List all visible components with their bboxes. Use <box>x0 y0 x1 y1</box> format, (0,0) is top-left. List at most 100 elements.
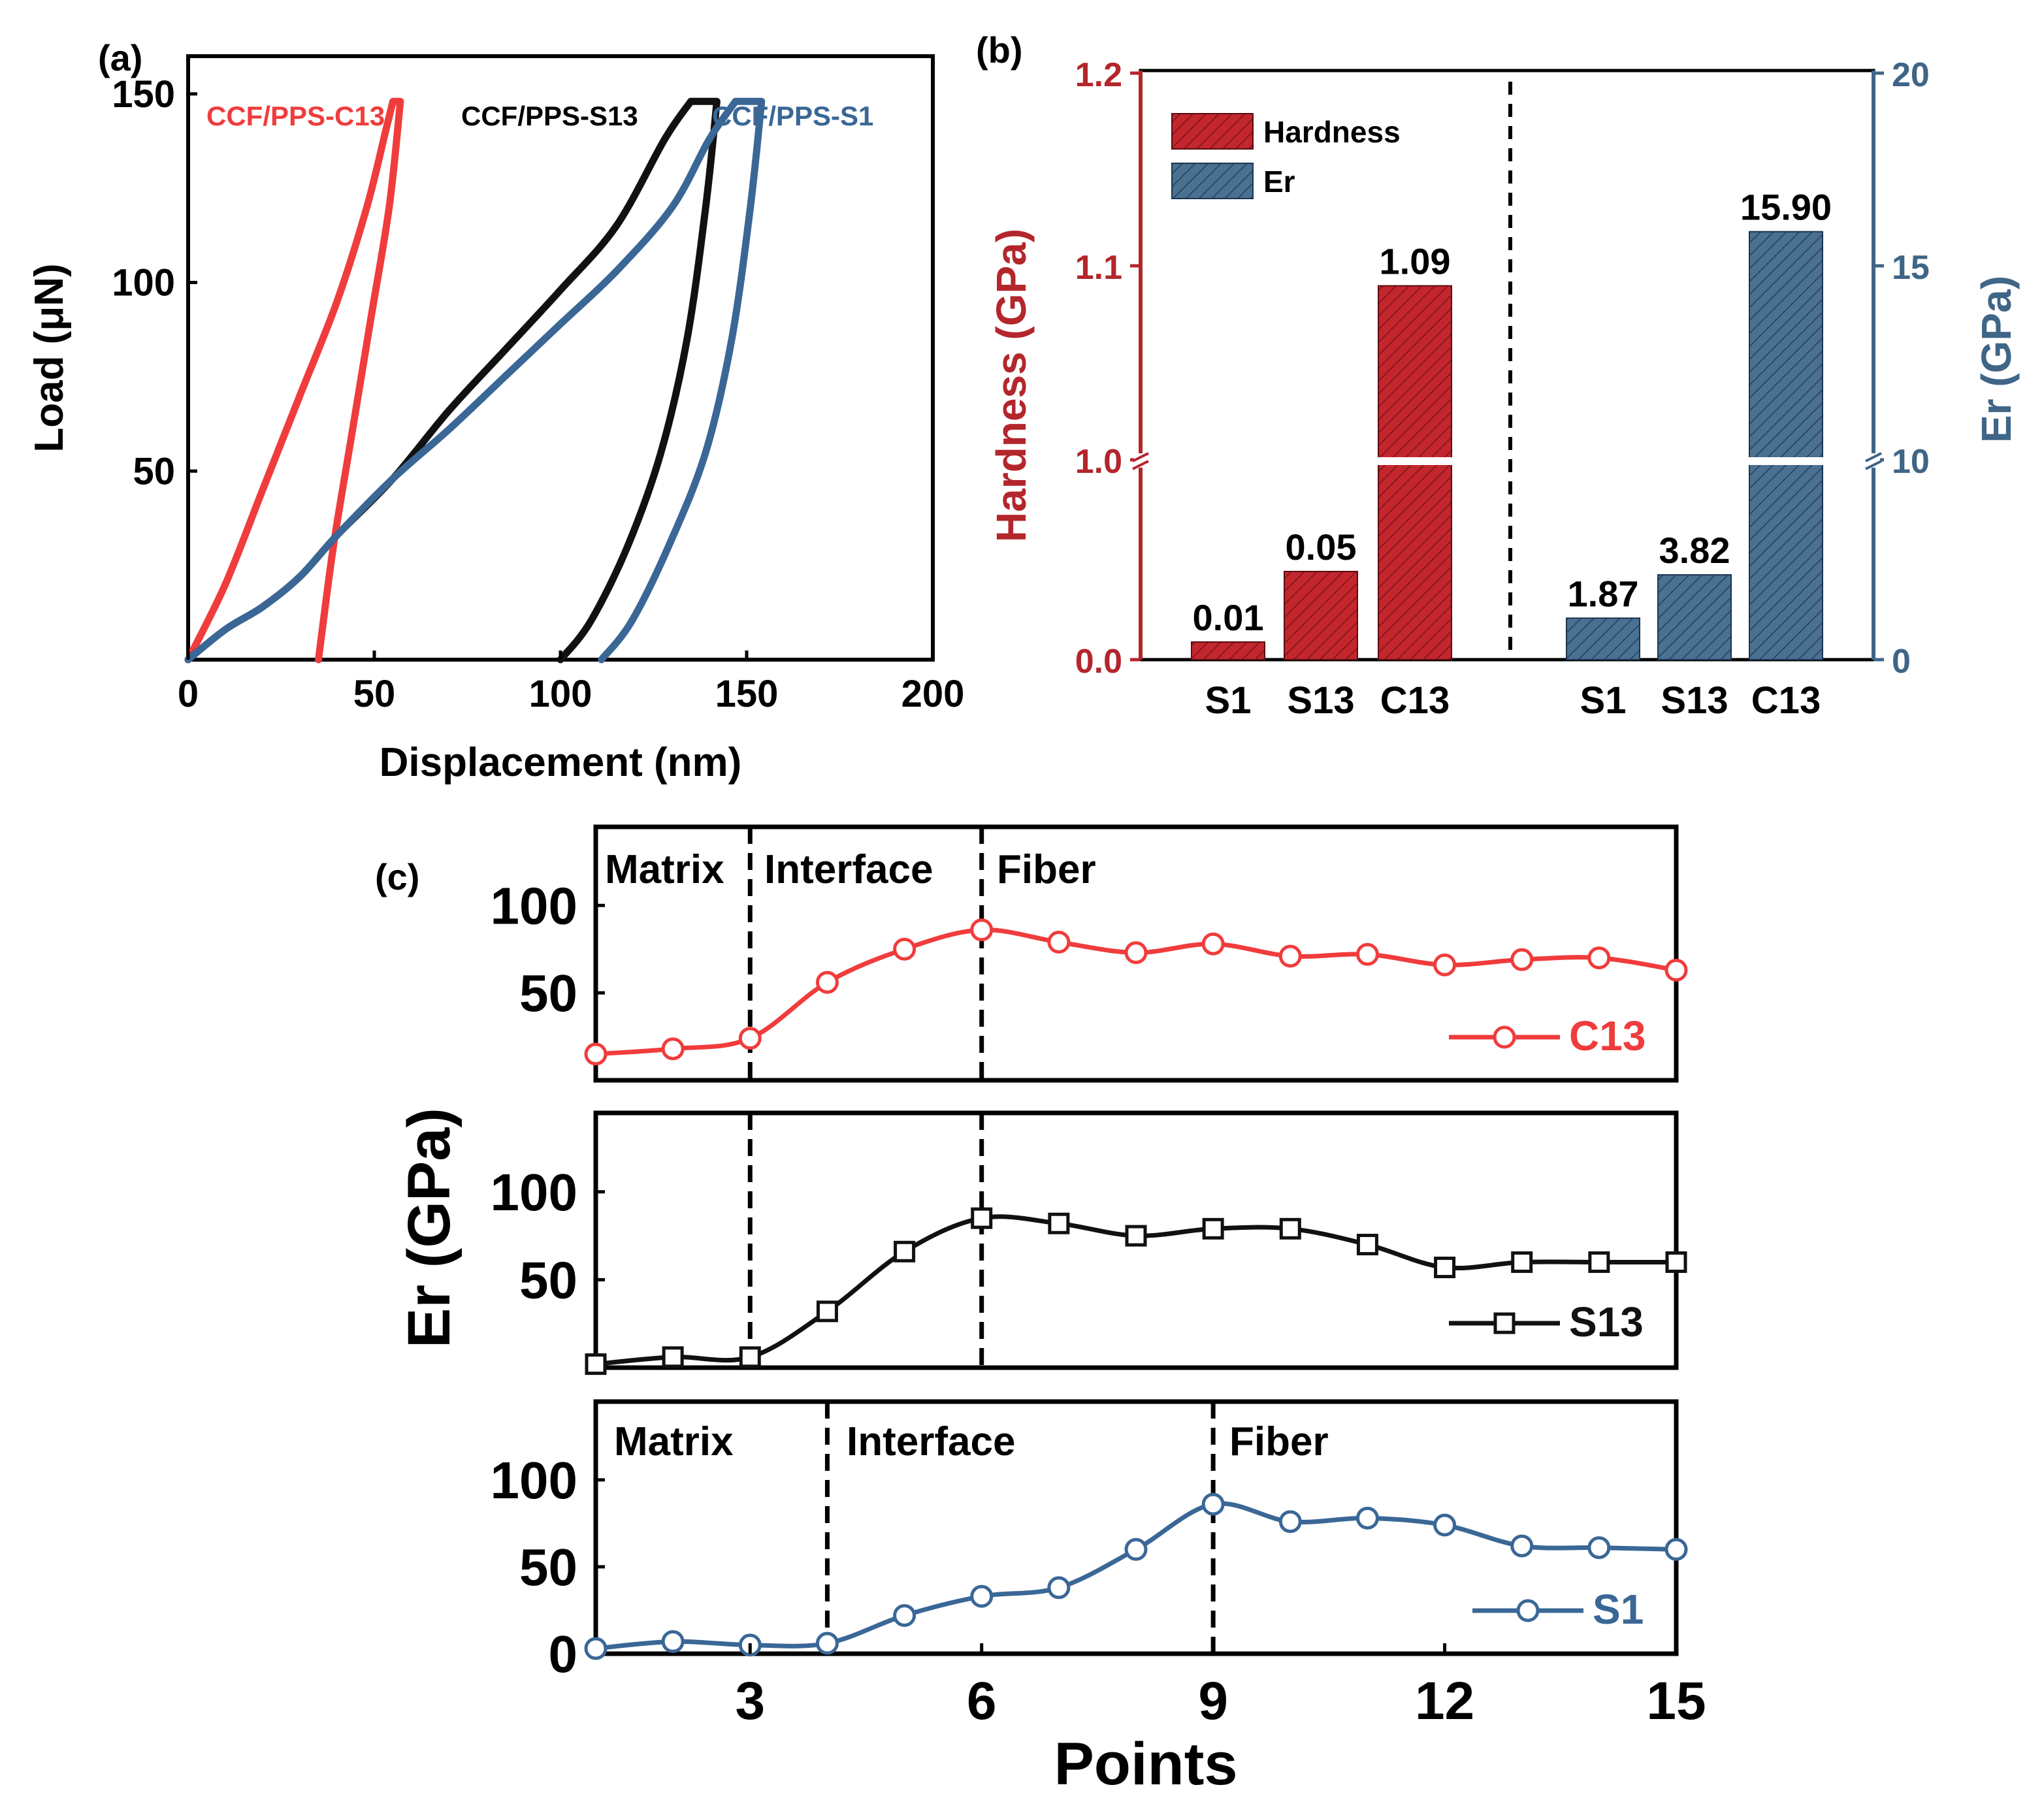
data-point <box>1202 1217 1224 1240</box>
panel-b-ylabel-left: Hardness (GPa) <box>988 229 1035 542</box>
panel-a-xlabel: Displacement (nm) <box>380 740 742 785</box>
series-line-s1 <box>595 1501 1677 1651</box>
bar-value-label: 3.82 <box>1659 530 1730 571</box>
subplot-c13: 50 100 Matrix Interface Fiber C13 <box>491 824 1688 1083</box>
panel-a-label: (a) <box>98 37 142 78</box>
bar-er-s1 <box>1566 617 1640 660</box>
left-tick-3: 1.2 <box>1075 56 1122 94</box>
bar-value-label: 1.09 <box>1380 241 1451 282</box>
data-point <box>1510 1534 1534 1558</box>
bar-value-label: 1.87 <box>1568 573 1639 614</box>
panel-b-label: (b) <box>976 29 1023 71</box>
curve-a-unloading-1 <box>557 97 721 664</box>
data-point <box>1664 958 1688 982</box>
region-label-fiber: Fiber <box>997 847 1096 892</box>
right-axis-ticks: 0 10 15 20 <box>1865 56 1930 681</box>
bar-hardness-s13 <box>1284 571 1358 660</box>
c-ytick-label: 100 <box>491 876 577 935</box>
c-xtick-label: 15 <box>1646 1671 1706 1731</box>
category-hardness-s1: S1 <box>1205 679 1252 722</box>
data-point <box>970 918 994 942</box>
data-point <box>1279 1217 1301 1240</box>
category-hardness-s13: S13 <box>1287 679 1354 722</box>
category-er-s1: S1 <box>1580 679 1627 722</box>
subplot-s1: 0 50 100 Matrix Interface Fiber S1 3 6 9 12 15 <box>491 1399 1706 1731</box>
data-point <box>739 1346 761 1368</box>
a-xtick-label: 200 <box>901 673 965 715</box>
data-point <box>1201 1492 1225 1516</box>
panel-a-ticks: 0 50 100 150 200 50 100 150 <box>112 73 964 715</box>
legend-marker <box>1493 1025 1516 1049</box>
left-tick-0: 0.0 <box>1075 643 1122 681</box>
panel-c-label: (c) <box>375 856 419 897</box>
legend-a-s1: CCF/PPS-S1 <box>712 101 873 131</box>
data-point <box>1278 1510 1302 1534</box>
data-point <box>1125 1225 1147 1247</box>
subplot-frame <box>593 1399 1679 1656</box>
legend-label-hardness: Hardness <box>1263 115 1401 149</box>
data-point <box>661 1630 685 1653</box>
right-tick-3: 20 <box>1892 56 1930 94</box>
panel-b-bars: 0.01 0.05 1.09 1.87 3.82 15.90 <box>1191 187 1832 661</box>
c-ytick-label: 0 <box>549 1625 578 1683</box>
curve-a-unloading-2 <box>598 97 766 664</box>
curve-a-loading-0 <box>184 97 397 664</box>
legend-marker <box>1493 1312 1516 1334</box>
data-point <box>584 1042 608 1066</box>
right-tick-0: 0 <box>1892 643 1911 681</box>
data-point <box>1356 1234 1378 1256</box>
c-xtick-label: 9 <box>1198 1671 1228 1731</box>
data-point <box>1588 1251 1610 1273</box>
panel-a-frame <box>186 54 935 662</box>
panel-a-curves <box>184 97 766 664</box>
curve-a-loading-2 <box>184 97 739 664</box>
region-label-interface: Interface <box>764 847 933 892</box>
subplot-frame <box>593 824 1679 1083</box>
bar-break-gap <box>1377 457 1453 465</box>
legend-label-c13: C13 <box>1569 1012 1646 1059</box>
panel-a-ylabel: Load (μN) <box>27 263 72 452</box>
a-ytick-label: 150 <box>112 73 175 116</box>
data-point <box>1433 953 1457 976</box>
data-point <box>894 1240 916 1262</box>
data-point <box>584 1637 608 1660</box>
data-point <box>1511 1251 1533 1273</box>
legend-a-c13: CCF/PPS-C13 <box>206 101 385 131</box>
data-point <box>1355 942 1379 966</box>
panel-c-xlabel: Points <box>1054 1731 1237 1797</box>
data-point <box>662 1346 684 1368</box>
a-xtick-label: 150 <box>715 673 779 715</box>
data-point <box>970 1584 994 1608</box>
legend-label-s1: S1 <box>1593 1586 1644 1633</box>
region-label-matrix: Matrix <box>605 847 724 892</box>
c-xtick-label: 6 <box>967 1671 997 1731</box>
category-er-c13: C13 <box>1751 679 1821 722</box>
data-point <box>1124 1537 1148 1561</box>
category-hardness-c13: C13 <box>1380 679 1450 722</box>
c-ytick-label: 50 <box>519 964 577 1022</box>
a-ytick-label: 50 <box>133 450 175 492</box>
data-point <box>1355 1506 1379 1530</box>
legend-label-er: Er <box>1263 165 1295 199</box>
data-point <box>1665 1251 1687 1273</box>
bar-hardness-c13 <box>1378 285 1452 661</box>
data-point <box>738 1027 762 1050</box>
c-ytick-label: 100 <box>491 1451 577 1509</box>
legend-swatch-er <box>1171 163 1254 199</box>
bar-er-s13 <box>1657 574 1732 660</box>
left-tick-1: 1.0 <box>1075 443 1122 481</box>
panel-b: (b) 0.0 1.0 1.1 1.2 0 10 15 2 <box>976 29 2020 722</box>
data-point <box>1510 948 1534 971</box>
a-xtick-label: 0 <box>178 673 199 715</box>
panel-b-ylabel-right: Er (GPa) <box>1973 276 2020 443</box>
c-ytick-label: 100 <box>491 1163 577 1221</box>
data-point <box>971 1207 993 1229</box>
subplot-s13: 50 100 S13 <box>491 1110 1687 1375</box>
data-point <box>1587 946 1611 970</box>
a-ytick-label: 100 <box>112 262 175 304</box>
legend-label-s13: S13 <box>1569 1298 1644 1345</box>
left-tick-2: 1.1 <box>1075 249 1122 287</box>
bar-value-label: 15.90 <box>1740 187 1832 228</box>
